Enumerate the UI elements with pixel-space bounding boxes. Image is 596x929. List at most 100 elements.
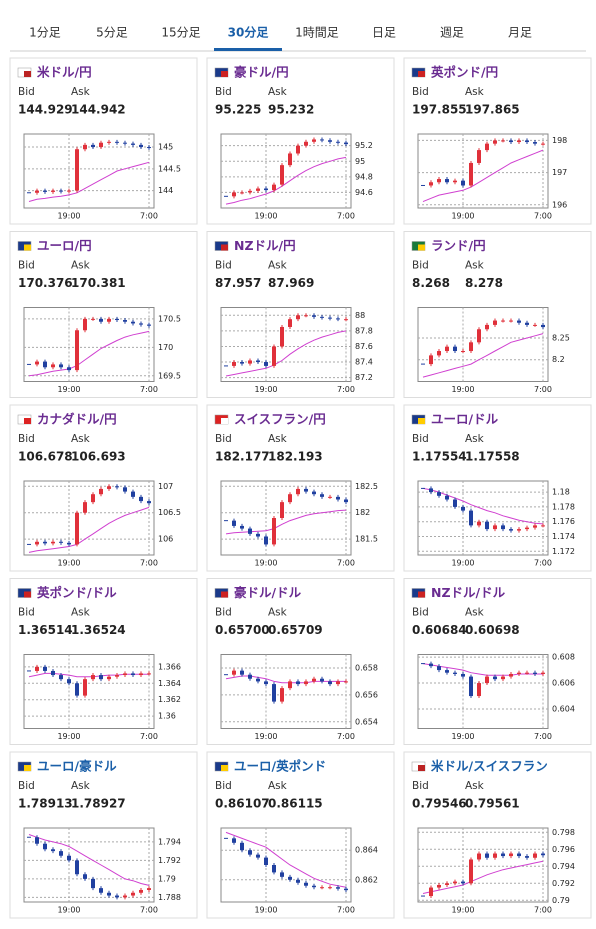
candle bbox=[67, 190, 71, 192]
candle bbox=[328, 681, 332, 685]
x-tick-label: 19:00 bbox=[254, 212, 277, 221]
candle bbox=[288, 876, 292, 880]
pair-title[interactable]: 豪ドル/ドル bbox=[234, 585, 302, 600]
candle bbox=[320, 887, 324, 889]
y-tick-label: 1.172 bbox=[552, 547, 575, 556]
pair-title[interactable]: 豪ドル/円 bbox=[234, 65, 289, 80]
tab[interactable]: 月足 bbox=[508, 26, 532, 40]
x-tick-label: 7:00 bbox=[337, 906, 355, 915]
y-tick-label: 1.364 bbox=[158, 679, 181, 688]
candle bbox=[147, 147, 151, 149]
bid-label: Bid bbox=[215, 780, 232, 792]
candle bbox=[75, 149, 79, 191]
candle bbox=[115, 486, 119, 488]
candle bbox=[27, 836, 31, 838]
candle bbox=[59, 541, 63, 543]
pair-title[interactable]: 英ポンド/ドル bbox=[37, 585, 117, 600]
ask-value: 8.278 bbox=[465, 276, 503, 290]
candle bbox=[147, 888, 151, 890]
candle bbox=[485, 143, 489, 151]
candle bbox=[91, 318, 95, 320]
candle bbox=[296, 145, 300, 154]
candle bbox=[509, 673, 513, 677]
x-tick-label: 19:00 bbox=[451, 906, 474, 915]
pair-title[interactable]: 英ポンド/円 bbox=[431, 65, 498, 80]
y-tick-label: 95 bbox=[355, 157, 365, 166]
pair-title[interactable]: ユーロ/円 bbox=[37, 238, 92, 253]
candle bbox=[131, 491, 135, 497]
pair-title[interactable]: ユーロ/ドル bbox=[431, 412, 499, 427]
tab[interactable]: 30分足 bbox=[228, 25, 269, 40]
tab[interactable]: 1時間足 bbox=[295, 26, 339, 40]
plot-area bbox=[220, 307, 352, 382]
plot-area bbox=[23, 307, 155, 382]
candle bbox=[485, 676, 489, 684]
ask-value: 1.36524 bbox=[71, 623, 126, 637]
x-tick-label: 7:00 bbox=[337, 385, 355, 394]
candle bbox=[256, 533, 260, 537]
candle bbox=[35, 666, 39, 671]
candle bbox=[256, 188, 260, 191]
moving-average bbox=[422, 149, 544, 203]
candle bbox=[445, 179, 449, 183]
x-tick-label: 7:00 bbox=[337, 732, 355, 741]
candle bbox=[139, 323, 143, 325]
candle bbox=[67, 679, 71, 684]
pair-title[interactable]: カナダドル/円 bbox=[37, 412, 117, 427]
pair-title[interactable]: NZドル/ドル bbox=[431, 585, 506, 600]
candle bbox=[541, 853, 545, 856]
ask-label: Ask bbox=[71, 86, 91, 98]
tab[interactable]: 5分足 bbox=[96, 26, 128, 40]
pair-title[interactable]: 米ドル/スイスフラン bbox=[430, 759, 548, 774]
flag bbox=[418, 418, 425, 424]
y-tick-label: 0.794 bbox=[552, 862, 575, 871]
tab[interactable]: 15分足 bbox=[161, 26, 200, 40]
plot-area bbox=[417, 133, 549, 209]
flag bbox=[418, 244, 425, 251]
candle bbox=[312, 678, 316, 682]
candle bbox=[344, 142, 348, 145]
y-tick-label: 198 bbox=[552, 136, 567, 145]
candle bbox=[501, 320, 505, 322]
pair-title[interactable]: 米ドル/円 bbox=[36, 65, 92, 80]
x-tick-label: 19:00 bbox=[451, 212, 474, 221]
y-tick-label: 87.2 bbox=[355, 373, 373, 382]
moving-average bbox=[422, 487, 544, 525]
candle bbox=[51, 541, 55, 544]
y-tick-label: 144 bbox=[158, 186, 173, 195]
candle bbox=[509, 140, 513, 143]
plot-area bbox=[220, 827, 352, 903]
candle bbox=[43, 190, 47, 192]
candle bbox=[123, 142, 127, 144]
candle bbox=[453, 672, 457, 674]
pair-title[interactable]: ユーロ/豪ドル bbox=[37, 759, 117, 774]
moving-average bbox=[225, 330, 347, 377]
candle bbox=[107, 318, 111, 322]
plot-area bbox=[23, 827, 155, 903]
candle bbox=[248, 850, 252, 855]
candle bbox=[131, 321, 135, 324]
pair-title[interactable]: スイスフラン/円 bbox=[234, 412, 326, 427]
ask-label: Ask bbox=[465, 260, 485, 272]
pair-title[interactable]: NZドル/円 bbox=[234, 238, 296, 253]
candle bbox=[461, 506, 465, 511]
candle bbox=[43, 361, 47, 368]
candle bbox=[75, 330, 79, 371]
candle bbox=[469, 342, 473, 352]
candle bbox=[304, 315, 308, 317]
tab[interactable]: 週足 bbox=[440, 26, 464, 40]
candle bbox=[509, 320, 513, 322]
tab[interactable]: 1分足 bbox=[29, 26, 61, 40]
tab[interactable]: 日足 bbox=[372, 26, 396, 40]
candle bbox=[272, 865, 276, 873]
candle bbox=[240, 670, 244, 675]
bid-value: 0.86107 bbox=[215, 797, 270, 811]
bid-label: Bid bbox=[412, 607, 429, 619]
flag bbox=[221, 765, 228, 771]
pair-title[interactable]: ユーロ/英ポンド bbox=[234, 759, 326, 774]
candle bbox=[99, 142, 103, 148]
pair-title[interactable]: ランド/円 bbox=[431, 238, 486, 253]
x-tick-label: 19:00 bbox=[57, 732, 80, 741]
moving-average bbox=[225, 509, 347, 535]
candle bbox=[224, 365, 228, 367]
